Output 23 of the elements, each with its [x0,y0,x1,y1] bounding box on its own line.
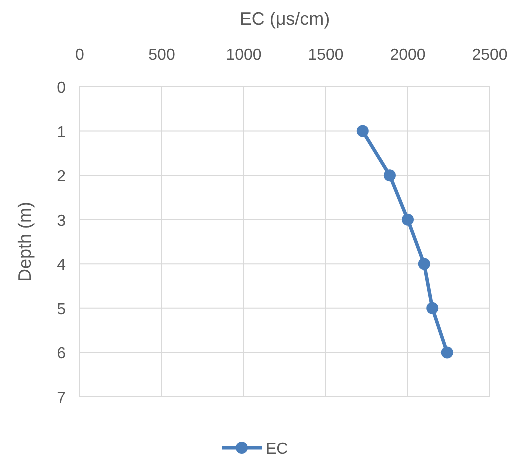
x-tick-label: 0 [76,47,85,64]
y-tick-label: 7 [57,390,66,407]
point [418,258,430,270]
y-tick-label: 3 [57,212,66,230]
x-tick-label: 500 [148,47,176,64]
y-tick-label: 0 [57,80,66,97]
y-tick-label: 5 [57,301,66,318]
y-tick-label: 6 [57,346,66,363]
point [441,346,454,359]
point [356,125,369,138]
point [426,302,439,314]
x-axis-title: EC (μs/cm) [240,9,330,29]
point [402,214,414,226]
y-tick-label: 1 [57,124,66,142]
point [384,170,396,182]
x-tick-label: 2000 [390,47,426,64]
y-axis-title: Depth (m) [15,202,35,282]
y-tick-label: 4 [57,257,66,274]
x-tick-label: 1000 [226,47,262,64]
y-tick-label: 2 [57,168,66,186]
legend-label: EC [266,441,288,458]
x-tick-label: 1500 [308,47,344,64]
x-tick-label: 2500 [472,47,508,64]
